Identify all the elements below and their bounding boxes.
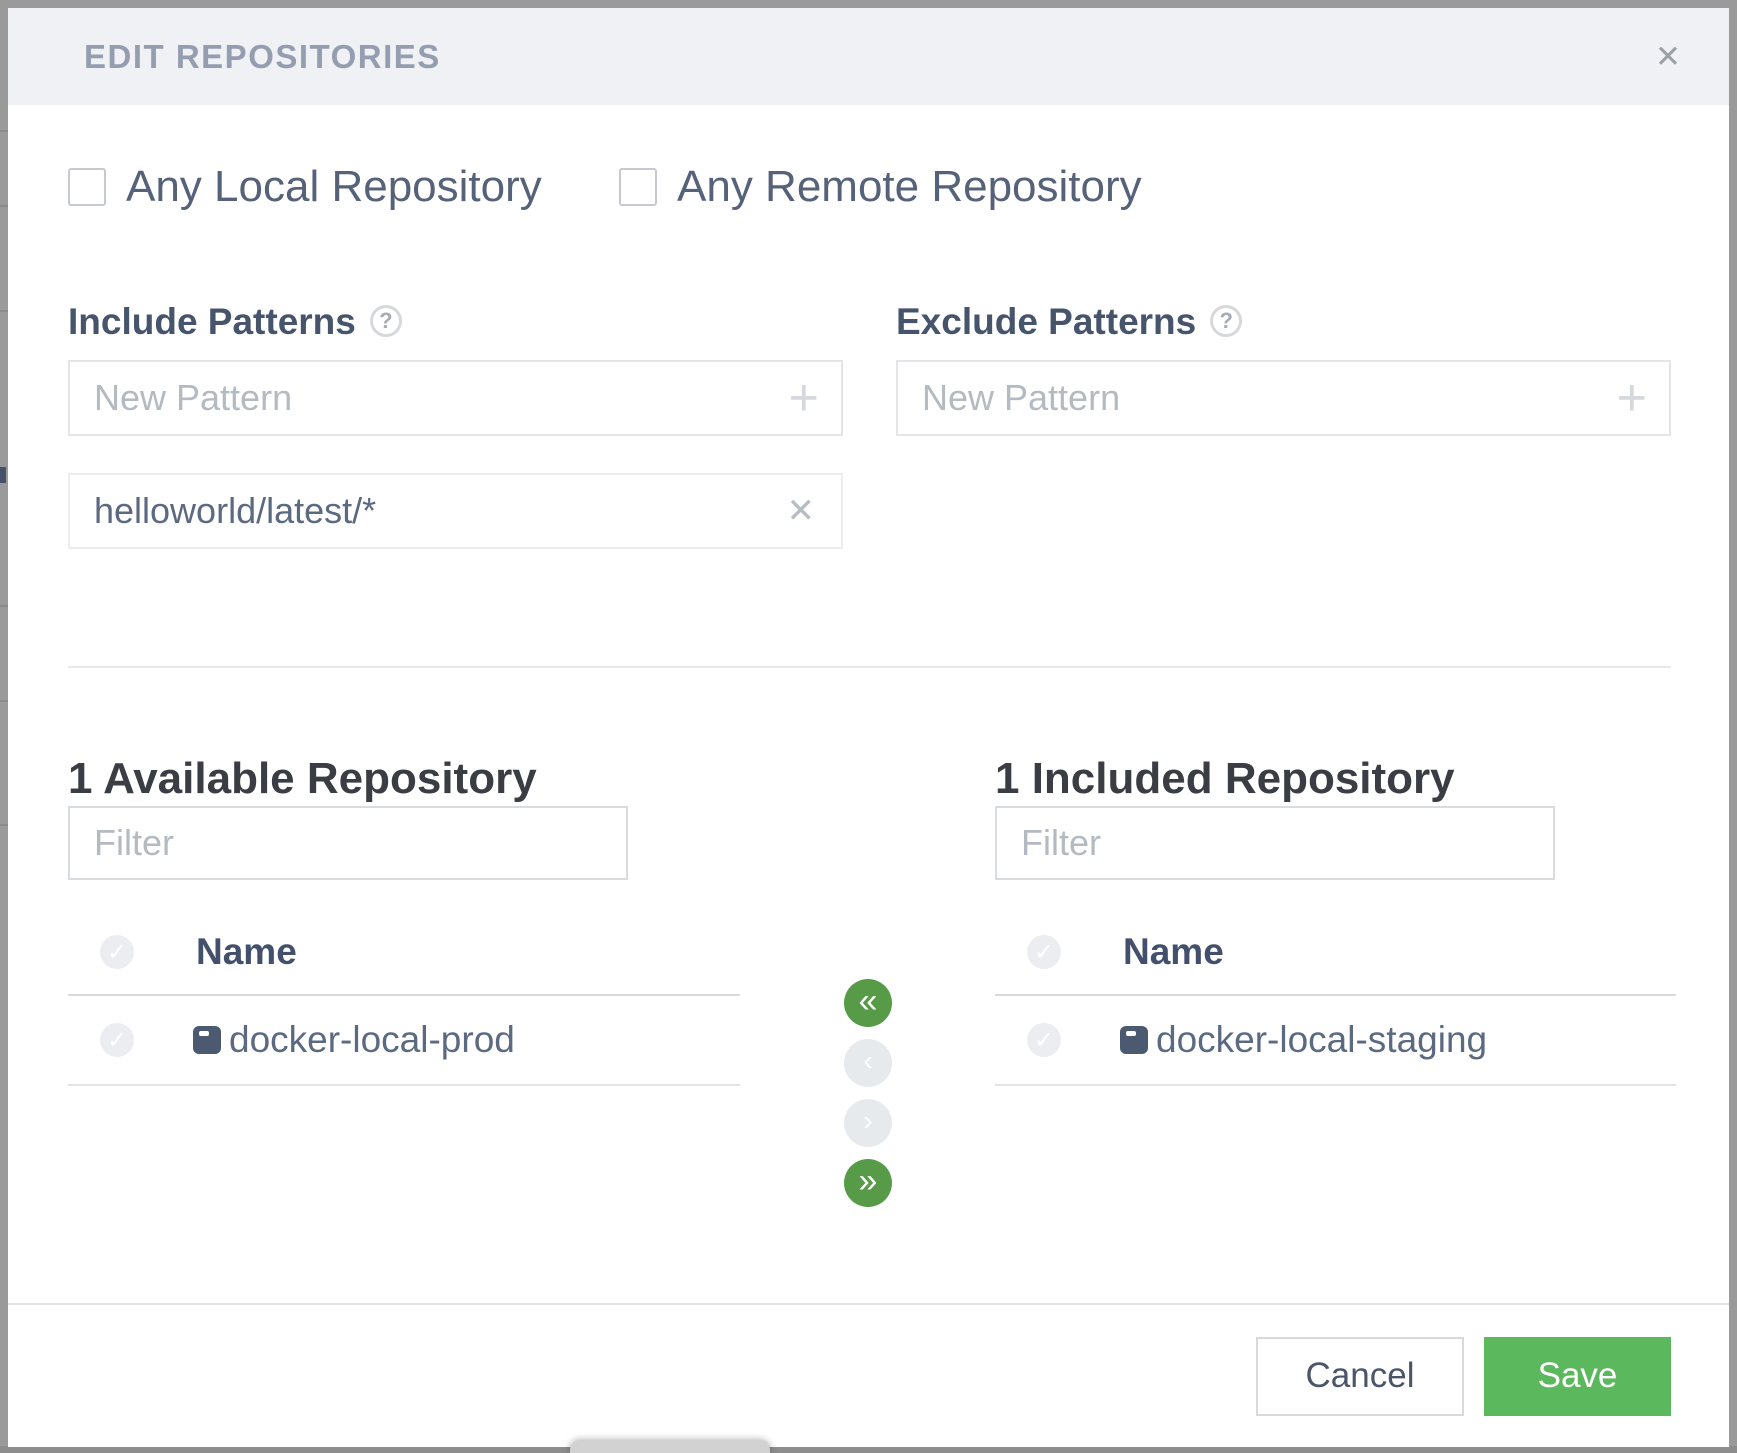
any-local-repository-label: Any Local Repository: [126, 162, 542, 211]
background-line: [0, 700, 9, 702]
exclude-patterns-header: Exclude Patterns ?: [896, 299, 1671, 343]
dialog-footer: Cancel Save: [8, 1303, 1729, 1447]
horizontal-scrollbar-thumb[interactable]: [570, 1440, 770, 1453]
included-table-header: ✓ Name: [995, 910, 1676, 996]
repository-type-options: Any Local Repository Any Remote Reposito…: [68, 165, 1671, 209]
included-filter-placeholder: Filter: [1021, 822, 1101, 863]
frame-bottom-edge: [0, 1446, 1737, 1453]
include-new-pattern-placeholder: New Pattern: [94, 377, 293, 418]
any-local-repository-checkbox[interactable]: [68, 168, 106, 206]
any-remote-repository-label: Any Remote Repository: [677, 162, 1142, 211]
any-remote-repository-checkbox[interactable]: [619, 168, 657, 206]
any-local-repository-option[interactable]: Any Local Repository: [68, 165, 619, 209]
include-pattern-value: helloworld/latest/*: [94, 490, 377, 531]
section-divider: [68, 666, 1671, 668]
included-repositories-panel: 1 Included Repository Filter ✓ Name ✓ do…: [995, 752, 1676, 1086]
available-repositories-heading: 1 Available Repository: [68, 754, 537, 803]
include-pattern-item: helloworld/latest/* ✕: [68, 473, 843, 549]
included-repositories-heading: 1 Included Repository: [995, 754, 1455, 803]
background-content-fragment: [0, 467, 6, 483]
add-exclude-pattern-icon[interactable]: +: [1616, 369, 1647, 427]
docker-repository-icon: [193, 1026, 221, 1054]
background-line: [0, 310, 9, 312]
exclude-new-pattern-placeholder: New Pattern: [922, 377, 1121, 418]
available-repo-name: docker-local-prod: [229, 1019, 515, 1060]
exclude-patterns-label: Exclude Patterns: [896, 300, 1197, 342]
included-repo-row[interactable]: ✓ docker-local-staging: [995, 996, 1676, 1086]
available-table-header: ✓ Name: [68, 910, 740, 996]
edit-repositories-dialog: EDIT REPOSITORIES ✕ Any Local Repository…: [8, 8, 1729, 1447]
include-patterns-help-icon[interactable]: ?: [369, 305, 402, 337]
exclude-patterns-column: Exclude Patterns ? New Pattern +: [896, 299, 1671, 549]
repository-transfer-section: 1 Available Repository Filter ✓ Name ✓ d…: [68, 752, 1676, 1207]
select-row-icon[interactable]: ✓: [100, 1023, 134, 1057]
dialog-header: EDIT REPOSITORIES ✕: [8, 8, 1729, 105]
background-line: [0, 605, 9, 607]
include-patterns-label: Include Patterns: [68, 300, 356, 342]
background-line: [0, 130, 9, 132]
include-patterns-header: Include Patterns ?: [68, 299, 843, 343]
move-left-button[interactable]: ‹: [844, 1039, 892, 1087]
included-repositories-table: ✓ Name ✓ docker-local-staging: [995, 910, 1676, 1086]
available-filter-input[interactable]: Filter: [68, 806, 628, 880]
select-all-included-icon[interactable]: ✓: [1027, 935, 1061, 969]
move-right-button[interactable]: ›: [844, 1099, 892, 1147]
included-repo-name: docker-local-staging: [1156, 1019, 1488, 1060]
dialog-title: EDIT REPOSITORIES: [84, 37, 441, 75]
select-all-available-icon[interactable]: ✓: [100, 935, 134, 969]
include-new-pattern-input[interactable]: New Pattern +: [68, 360, 843, 436]
cancel-button[interactable]: Cancel: [1256, 1336, 1464, 1416]
available-repositories-panel: 1 Available Repository Filter ✓ Name ✓ d…: [68, 752, 740, 1086]
include-patterns-column: Include Patterns ? New Pattern + hellowo…: [68, 299, 843, 549]
add-include-pattern-icon[interactable]: +: [788, 369, 819, 427]
included-filter-input[interactable]: Filter: [995, 806, 1555, 880]
any-remote-repository-option[interactable]: Any Remote Repository: [619, 165, 1142, 209]
available-filter-placeholder: Filter: [94, 822, 174, 863]
double-chevron-right-icon: »: [858, 1162, 878, 1200]
background-line: [0, 205, 9, 207]
available-name-column-header: Name: [196, 931, 297, 972]
chevron-right-icon: ›: [863, 1105, 873, 1136]
double-chevron-left-icon: «: [858, 982, 878, 1020]
save-button[interactable]: Save: [1484, 1336, 1671, 1416]
available-repositories-table: ✓ Name ✓ docker-local-prod: [68, 910, 740, 1086]
exclude-patterns-help-icon[interactable]: ?: [1210, 305, 1243, 337]
remove-include-pattern-icon[interactable]: ✕: [786, 492, 816, 530]
select-row-icon[interactable]: ✓: [1027, 1023, 1061, 1057]
dialog-body: Any Local Repository Any Remote Reposito…: [8, 105, 1729, 1303]
available-repo-row[interactable]: ✓ docker-local-prod: [68, 996, 740, 1086]
background-line: [0, 824, 9, 826]
chevron-left-icon: ‹: [863, 1045, 873, 1076]
move-all-right-button[interactable]: »: [844, 1159, 892, 1207]
move-all-left-button[interactable]: «: [844, 979, 892, 1027]
transfer-buttons: « ‹ › »: [844, 979, 892, 1219]
docker-repository-icon: [1120, 1026, 1148, 1054]
included-name-column-header: Name: [1123, 931, 1224, 972]
exclude-new-pattern-input[interactable]: New Pattern +: [896, 360, 1671, 436]
close-icon[interactable]: ✕: [1655, 39, 1681, 74]
patterns-section: Include Patterns ? New Pattern + hellowo…: [68, 299, 1671, 549]
